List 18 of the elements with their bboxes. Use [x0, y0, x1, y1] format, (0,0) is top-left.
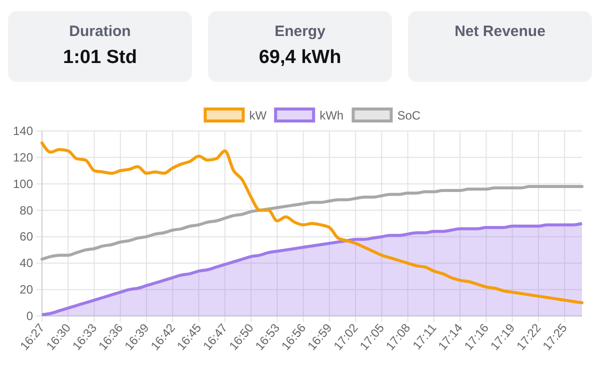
legend-label: kWh	[320, 108, 344, 122]
y-tick-label: 100	[12, 176, 34, 191]
text: Duration	[69, 23, 131, 40]
legend-label: SoC	[397, 108, 421, 122]
text: Net Revenue	[454, 23, 546, 40]
text: 1:01 Std	[63, 47, 137, 68]
y-tick-label: 120	[12, 150, 34, 164]
y-tick-label: 40	[20, 256, 34, 270]
legend-label: kW	[249, 108, 268, 122]
y-tick-label: 20	[20, 282, 34, 297]
y-tick-label: 80	[20, 203, 34, 218]
y-tick-label: 140	[12, 124, 34, 138]
line-series	[40, 141, 584, 304]
line-series	[40, 185, 584, 261]
y-tick-label: 0	[26, 309, 34, 323]
y-tick-label: 60	[20, 230, 34, 244]
text: Energy	[274, 23, 326, 40]
text: 69,4 kWh	[258, 47, 342, 68]
